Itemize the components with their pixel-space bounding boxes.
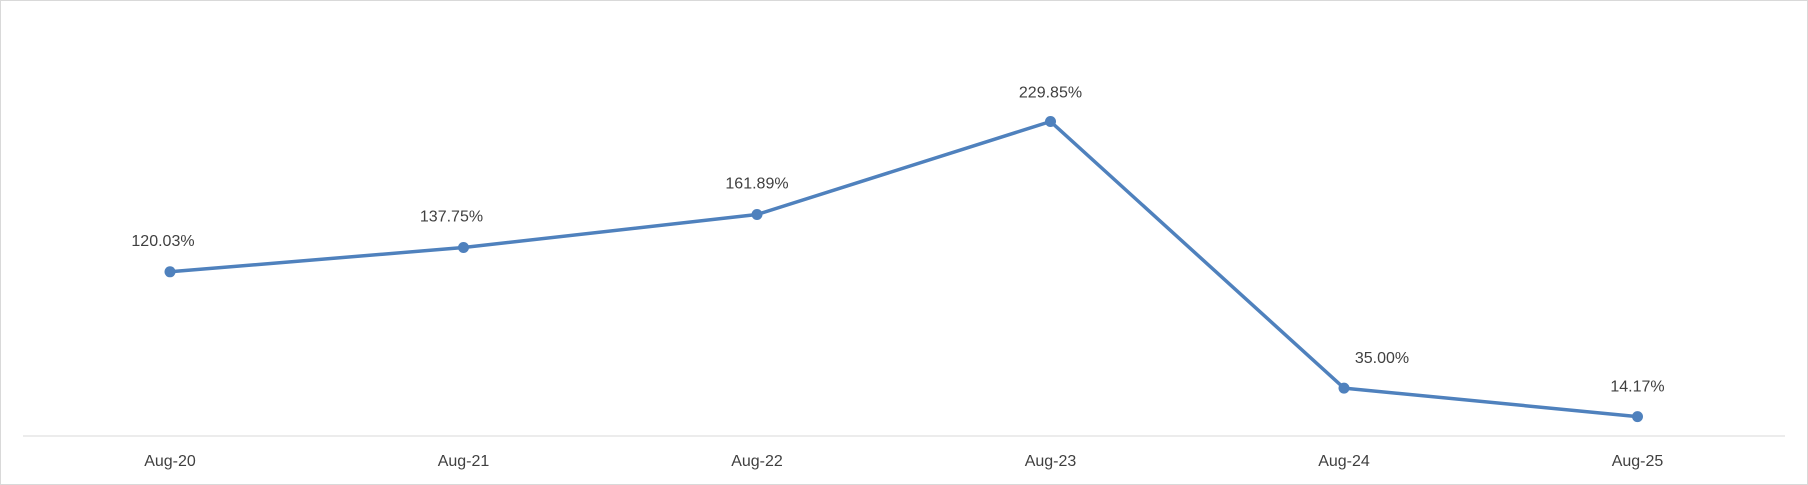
x-tick-label-aug-20: Aug-20 [144, 453, 196, 470]
x-tick-label-aug-24: Aug-24 [1318, 453, 1370, 470]
x-tick-label-aug-25: Aug-25 [1612, 453, 1664, 470]
data-label-aug-25: 14.17% [1610, 379, 1664, 396]
data-point-aug-21[interactable] [458, 242, 469, 253]
data-label-aug-23: 229.85% [1019, 85, 1082, 102]
x-tick-label-aug-21: Aug-21 [438, 453, 490, 470]
series-group [164, 116, 1643, 423]
data-point-aug-22[interactable] [751, 209, 763, 220]
data-point-aug-20[interactable] [164, 266, 176, 278]
data-label-aug-20: 120.03% [131, 233, 194, 250]
data-label-aug-22: 161.89% [725, 176, 788, 193]
data-labels-group: 120.03% 137.75% 161.89% 229.85% 35.00% 14.17% [131, 85, 1664, 396]
data-point-aug-23[interactable] [1045, 116, 1056, 127]
data-point-aug-25[interactable] [1632, 411, 1643, 423]
x-tick-label-aug-23: Aug-23 [1025, 453, 1077, 470]
series-line [169, 119, 1638, 419]
data-label-aug-24: 35.00% [1355, 350, 1409, 367]
x-tick-label-aug-22: Aug-22 [731, 453, 783, 470]
x-tick-labels-group: Aug-20 Aug-21 Aug-22 Aug-23 Aug-24 Aug-25 [144, 453, 1663, 470]
data-point-aug-24[interactable] [1338, 382, 1350, 394]
data-label-aug-21: 137.75% [420, 209, 483, 226]
